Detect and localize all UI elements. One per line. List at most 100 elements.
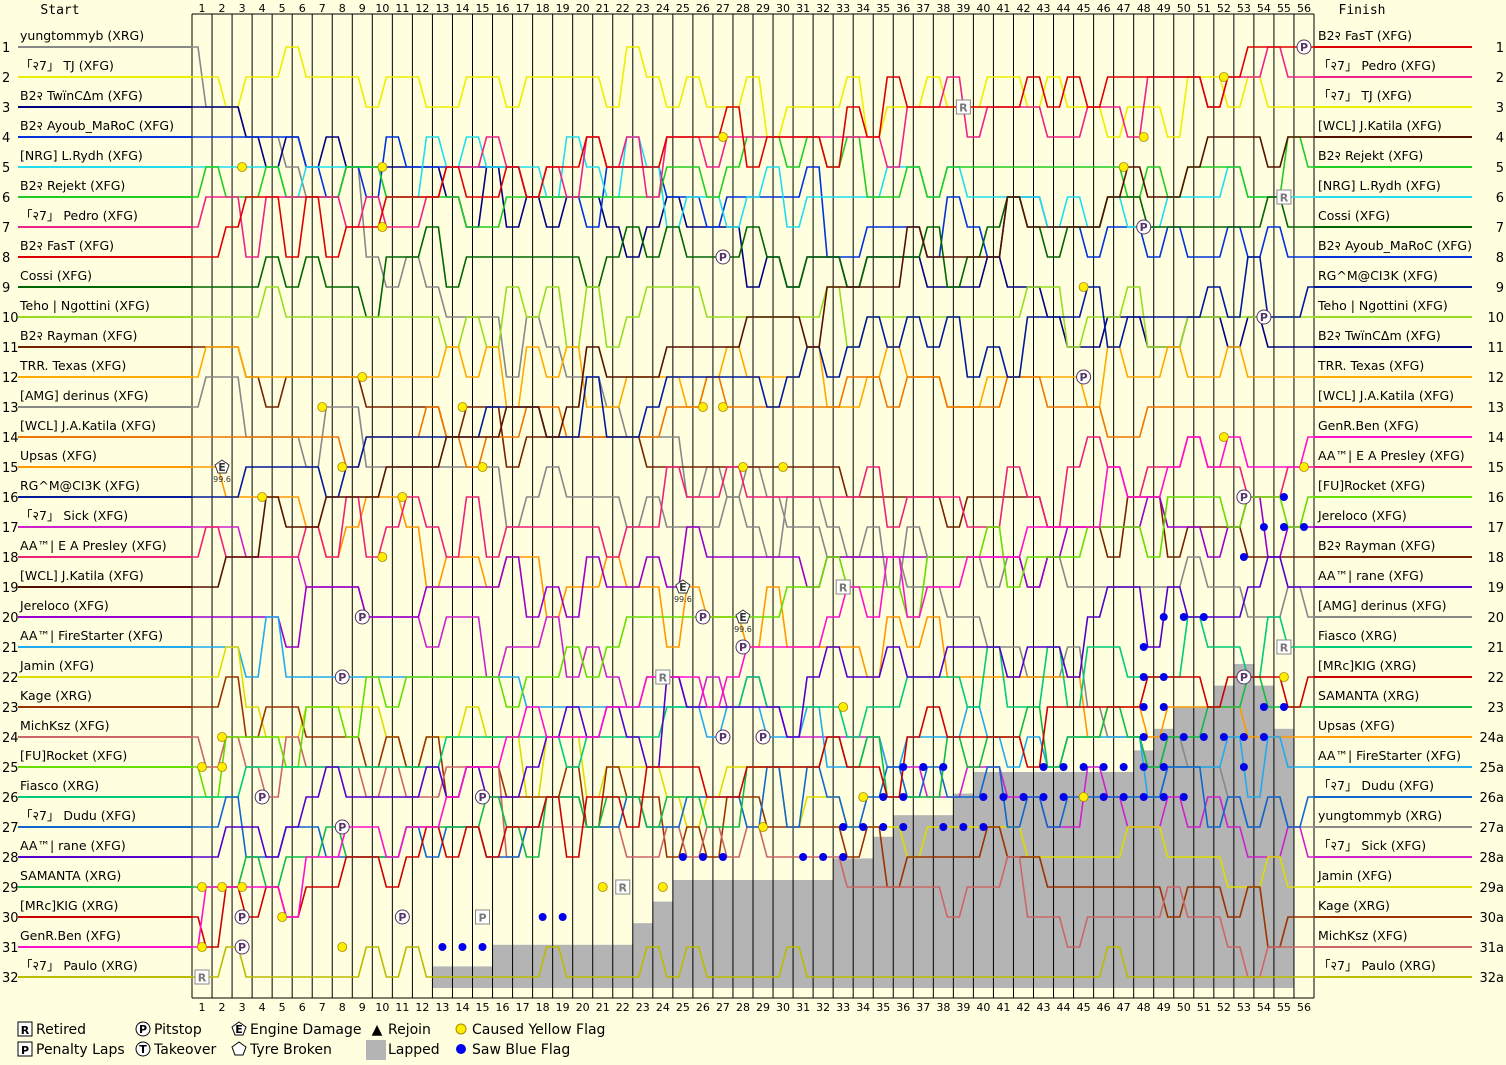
lap-label-top: 40 — [976, 2, 990, 15]
yellow-flag-dot — [718, 402, 728, 412]
start-position-number: 18 — [2, 551, 19, 566]
marker-letter: P — [759, 731, 767, 744]
driver-trace — [192, 496, 1314, 798]
finish-position-number: 10 — [1487, 311, 1504, 326]
lap-label-top: 42 — [1016, 2, 1030, 15]
lap-label-top: 46 — [1097, 2, 1111, 15]
lap-label-top: 7 — [319, 2, 326, 15]
lap-label-bottom: 47 — [1117, 1001, 1131, 1014]
lapped-bar — [492, 944, 514, 988]
start-position-number: 23 — [2, 701, 19, 716]
lap-label-top: 4 — [259, 2, 266, 15]
pitstop-circle — [394, 909, 410, 925]
yellow-flag-dot — [698, 402, 708, 412]
driver-trace — [192, 256, 1314, 498]
marker-letter: R — [198, 972, 207, 985]
finish-position-number: 25a — [1479, 761, 1504, 776]
blue-flag-dot — [899, 793, 908, 801]
blue-flag-dot — [1139, 703, 1148, 711]
finish-driver-name: [MRc]KIG (XRG) — [1318, 658, 1416, 673]
lap-label-top: 39 — [956, 2, 970, 15]
legend-label: Saw Blue Flag — [472, 1042, 570, 1058]
lap-label-top: 31 — [796, 2, 810, 15]
driver-trace — [192, 46, 1314, 258]
yellow-flag-dot — [758, 822, 768, 832]
pitstop-circle — [715, 729, 731, 745]
lapped-bar — [853, 858, 874, 988]
finish-driver-name: [AMG] derinus (XFG) — [1318, 598, 1447, 613]
lap-label-bottom: 8 — [339, 1001, 346, 1014]
finish-position-number: 29a — [1479, 881, 1504, 896]
blue-flag-dot — [1259, 523, 1268, 531]
finish-position-number: 9 — [1496, 281, 1504, 296]
finish-driver-name: [WCL] J.A.Katila (XFG) — [1318, 388, 1454, 403]
legend-symbol: ▲ — [372, 1022, 383, 1038]
lapped-bar — [1153, 728, 1175, 988]
blue-flag-dot — [1279, 523, 1288, 531]
lapped-bar — [1173, 707, 1195, 988]
start-driver-name: Upsas (XFG) — [20, 448, 97, 463]
start-position-number: 12 — [2, 371, 19, 386]
driver-trace — [192, 496, 1314, 648]
blue-flag-dot — [899, 763, 908, 771]
lap-label-top: 17 — [516, 2, 530, 15]
blue-flag-dot — [1059, 763, 1068, 771]
blue-flag-dot — [1079, 763, 1088, 771]
finish-position-number: 6 — [1496, 191, 1504, 206]
start-position-number: 26 — [2, 791, 19, 806]
marker-letter: P — [1240, 491, 1248, 504]
blue-flag-dot — [1039, 793, 1048, 801]
pitstop-circle — [715, 249, 731, 265]
yellow-flag-dot — [397, 492, 408, 502]
start-driver-name: yungtommyb (XRG) — [20, 28, 144, 43]
lap-label-top: 43 — [1037, 2, 1051, 15]
start-driver-name: GenR.Ben (XFG) — [20, 928, 121, 943]
finish-driver-name: B2२ Ayoub_MaRoC (XFG) — [1318, 238, 1472, 253]
lapped-bar — [632, 923, 654, 988]
blue-flag-dot — [1159, 673, 1168, 681]
yellow-flag-dot — [1218, 432, 1229, 442]
start-position-number: 11 — [2, 341, 19, 356]
yellow-flag-dot — [217, 732, 227, 742]
yellow-flag-dot — [197, 882, 207, 892]
lap-label-bottom: 7 — [319, 1001, 326, 1014]
lap-label-top: 50 — [1177, 2, 1191, 15]
start-driver-name: MichKsz (XFG) — [20, 718, 110, 733]
driver-trace — [192, 136, 1314, 258]
lapped-bar — [672, 880, 694, 988]
blue-flag-dot — [1039, 763, 1048, 771]
lap-label-bottom: 23 — [636, 1001, 650, 1014]
yellow-flag-dot — [657, 882, 668, 892]
blue-flag-dot — [959, 823, 968, 831]
finish-position-number: 16 — [1487, 491, 1504, 506]
lap-label-top: 29 — [756, 2, 770, 15]
start-driver-name: B2२ Rayman (XFG) — [20, 328, 137, 343]
lap-label-top: 26 — [696, 2, 710, 15]
driver-trace — [192, 676, 1314, 948]
lap-label-bottom: 19 — [556, 1001, 570, 1014]
blue-flag-dot — [979, 823, 988, 831]
start-position-number: 16 — [2, 491, 19, 506]
start-header: Start — [40, 3, 79, 18]
finish-position-number: 12 — [1487, 371, 1504, 386]
lap-label-bottom: 27 — [716, 1001, 730, 1014]
finish-position-number: 8 — [1496, 251, 1504, 266]
lap-label-top: 53 — [1237, 2, 1251, 15]
lap-label-bottom: 29 — [756, 1001, 770, 1014]
lap-label-top: 3 — [239, 2, 246, 15]
yellow-flag-dot — [858, 792, 869, 802]
marker-letter: P — [1080, 371, 1088, 384]
lap-label-bottom: 39 — [956, 1001, 970, 1014]
finish-position-number: 4 — [1496, 131, 1504, 146]
blue-flag-markers — [438, 493, 1308, 951]
blue-flag-dot — [1159, 613, 1168, 621]
lap-label-top: 28 — [736, 2, 750, 15]
blue-flag-dot — [879, 823, 888, 831]
finish-driver-name: 「२7」 Sick (XFG) — [1318, 838, 1426, 853]
blue-flag-dot — [438, 943, 447, 951]
lap-label-bottom: 41 — [996, 1001, 1010, 1014]
lapped-bar — [1233, 664, 1255, 988]
marker-letter: P — [719, 731, 727, 744]
lap-label-top: 22 — [616, 2, 630, 15]
blue-flag-dot — [1139, 643, 1148, 651]
